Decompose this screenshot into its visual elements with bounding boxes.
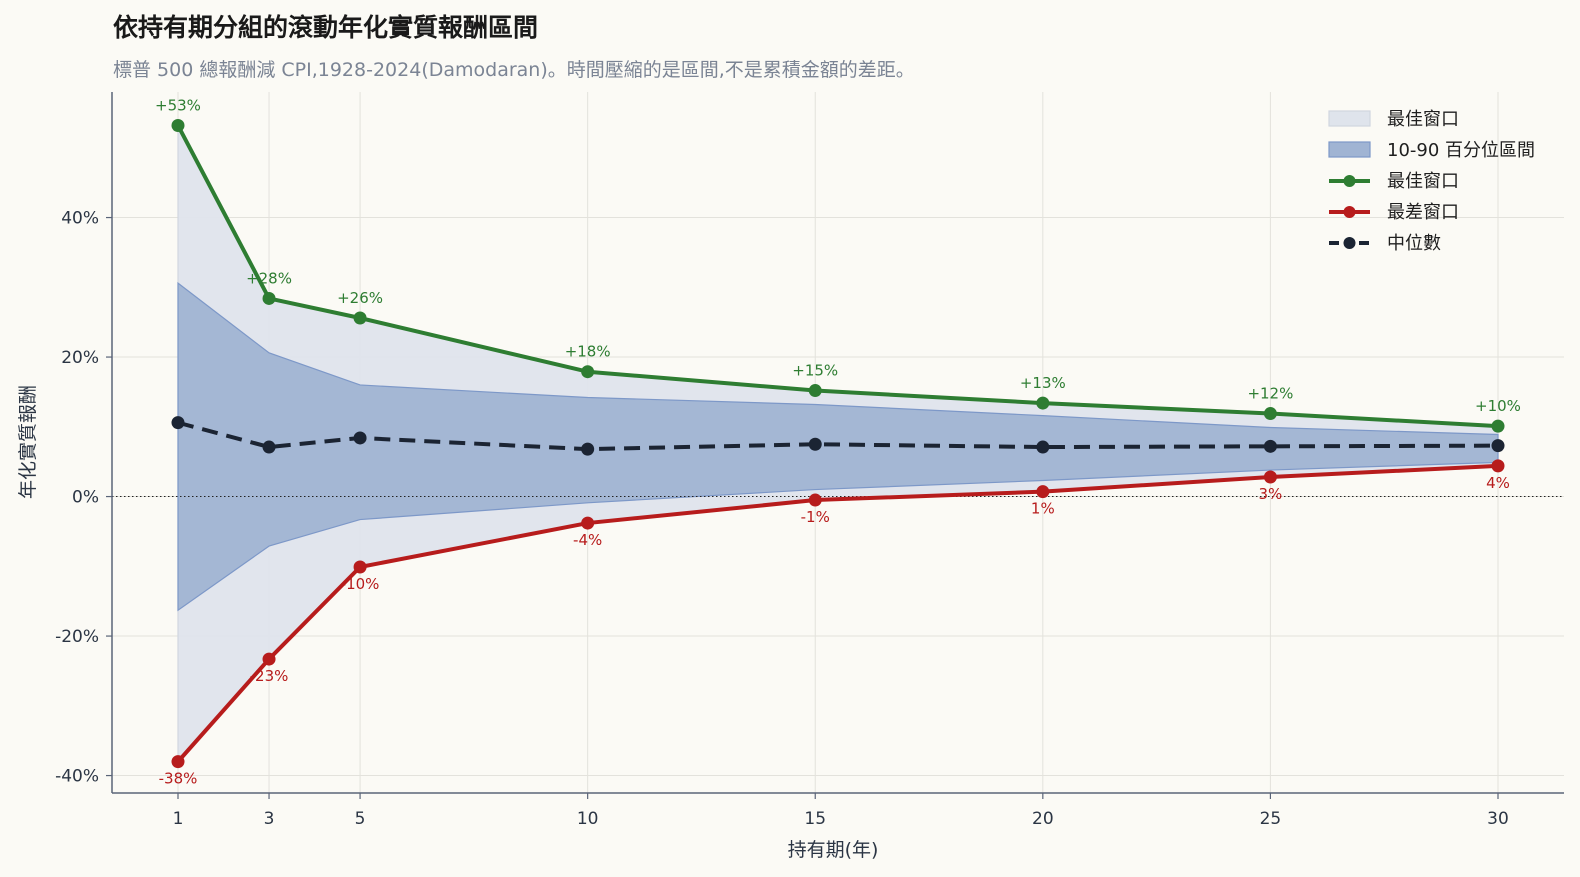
series-point-0 bbox=[808, 384, 822, 398]
data-label: +28% bbox=[246, 269, 292, 287]
series-line-0 bbox=[176, 124, 1499, 429]
series-line-1 bbox=[176, 463, 1499, 763]
series-point-2 bbox=[1491, 439, 1505, 453]
data-label: 3% bbox=[1259, 485, 1283, 503]
data-label: -1% bbox=[801, 508, 830, 526]
series-point-1 bbox=[171, 755, 185, 769]
series-point-0 bbox=[262, 291, 276, 305]
chart-title: 依持有期分組的滾動年化實質報酬區間 bbox=[113, 13, 538, 42]
series-point-2 bbox=[262, 440, 276, 454]
data-labels: +53% +28% +26% +18% +15% +13% +12% +10% -38% -23%… bbox=[155, 96, 1521, 787]
x-tick-label: 25 bbox=[1260, 809, 1282, 829]
data-label: +12% bbox=[1247, 385, 1293, 403]
data-label: +18% bbox=[565, 343, 611, 361]
x-axis-label: 持有期(年) bbox=[788, 839, 879, 861]
series-lines bbox=[112, 124, 1564, 763]
series-point-2 bbox=[808, 437, 822, 451]
series-point-2 bbox=[1036, 440, 1050, 454]
series-point-0 bbox=[581, 365, 595, 379]
data-label: +15% bbox=[792, 362, 838, 380]
series-points bbox=[171, 118, 1505, 769]
legend-label: 最佳窗口 bbox=[1387, 109, 1459, 130]
series-point-2 bbox=[353, 431, 367, 445]
x-tick-label: 10 bbox=[577, 809, 599, 829]
series-point-1 bbox=[262, 652, 276, 666]
legend-swatch-band bbox=[1328, 110, 1371, 127]
series-point-1 bbox=[1036, 485, 1050, 499]
series-point-2 bbox=[171, 416, 185, 430]
series-point-1 bbox=[808, 493, 822, 507]
legend-label: 10-90 百分位區間 bbox=[1387, 140, 1535, 161]
chart-subtitle: 標普 500 總報酬減 CPI,1928-2024(Damodaran)。時間壓… bbox=[113, 59, 915, 81]
series-line-2 bbox=[177, 420, 1499, 452]
data-label: 1% bbox=[1031, 500, 1055, 518]
legend-label: 最差窗口 bbox=[1387, 202, 1459, 223]
y-tick-label: 0% bbox=[72, 488, 99, 508]
data-label: +13% bbox=[1020, 374, 1066, 392]
legend-swatch-band bbox=[1328, 141, 1371, 158]
y-axis-label: 年化實質報酬 bbox=[17, 385, 39, 499]
y-tick-label: -40% bbox=[55, 767, 99, 787]
series-point-1 bbox=[1263, 470, 1277, 484]
series-point-1 bbox=[581, 516, 595, 530]
legend-swatch-marker bbox=[1343, 206, 1356, 218]
y-tick-label: 20% bbox=[61, 348, 99, 368]
x-tick-label: 1 bbox=[173, 809, 184, 829]
x-tick-label: 3 bbox=[264, 809, 275, 829]
legend-label: 最佳窗口 bbox=[1387, 171, 1459, 192]
data-label: +10% bbox=[1475, 397, 1521, 415]
series-point-1 bbox=[353, 560, 367, 574]
x-tick-label: 5 bbox=[355, 809, 366, 829]
series-point-2 bbox=[581, 442, 595, 456]
data-label: +53% bbox=[155, 96, 201, 114]
legend-swatch-marker bbox=[1343, 175, 1356, 187]
data-label: -4% bbox=[573, 531, 602, 549]
data-label: -10% bbox=[341, 575, 380, 593]
series-point-1 bbox=[1491, 459, 1505, 473]
series-point-0 bbox=[1263, 407, 1277, 421]
x-tick-label: 30 bbox=[1487, 809, 1509, 829]
data-label: -38% bbox=[159, 770, 198, 788]
data-label: 4% bbox=[1486, 474, 1510, 492]
axes: 1 3 5 10 15 20 25 30 -40% -20% 0% 20% 40% bbox=[55, 92, 1564, 829]
series-point-2 bbox=[1263, 439, 1277, 453]
series-point-0 bbox=[353, 311, 367, 325]
x-tick-label: 15 bbox=[804, 809, 826, 829]
y-tick-label: -20% bbox=[55, 627, 99, 647]
legend-swatch-marker bbox=[1343, 237, 1356, 249]
series-point-0 bbox=[1491, 419, 1505, 433]
series-point-0 bbox=[1036, 396, 1050, 410]
data-label: -23% bbox=[250, 667, 289, 685]
data-label: +26% bbox=[337, 289, 383, 307]
x-tick-label: 20 bbox=[1032, 809, 1054, 829]
y-tick-label: 40% bbox=[61, 209, 99, 229]
legend-label: 中位數 bbox=[1387, 233, 1441, 254]
series-point-0 bbox=[171, 118, 185, 132]
